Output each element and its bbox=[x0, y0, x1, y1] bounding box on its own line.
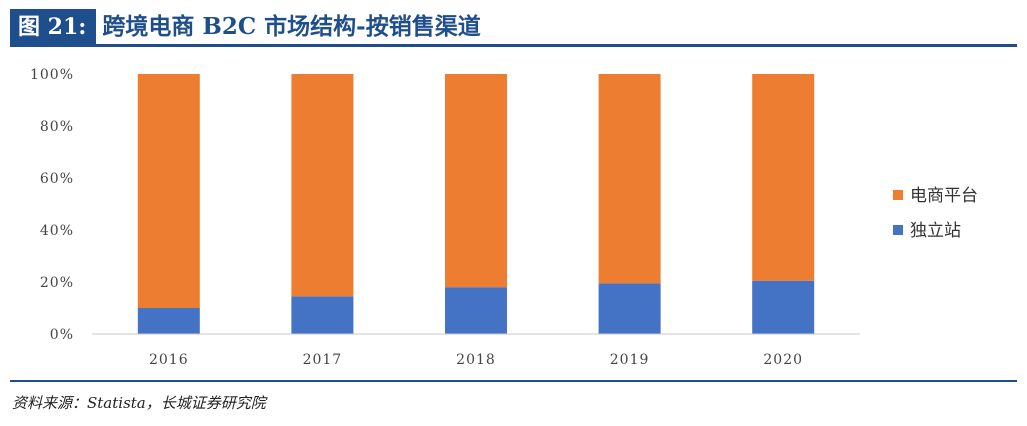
x-axis: 2016 2017 2018 2019 2020 bbox=[92, 333, 860, 368]
bar-platform-2017 bbox=[291, 74, 354, 297]
y-tick-label: 20% bbox=[40, 275, 74, 291]
legend-swatch bbox=[893, 225, 903, 235]
legend-swatch bbox=[893, 190, 903, 200]
bar-independent-2018 bbox=[445, 287, 507, 334]
figure-title-bar: 图 21: 跨境电商 B2C 市场结构-按销售渠道 bbox=[10, 9, 481, 45]
x-tick-label: 2020 bbox=[763, 352, 803, 368]
title-rule bbox=[10, 44, 1017, 47]
source-rule bbox=[10, 380, 1017, 382]
y-tick-label: 40% bbox=[40, 223, 74, 239]
figure-label: 图 21: bbox=[10, 9, 97, 45]
x-tick-label: 2017 bbox=[303, 352, 343, 368]
figure-title: 跨境电商 B2C 市场结构-按销售渠道 bbox=[102, 13, 481, 40]
bar-independent-2016 bbox=[137, 308, 200, 334]
legend-label: 独立站 bbox=[910, 221, 961, 241]
y-tick-label: 80% bbox=[40, 119, 74, 135]
stacked-bar-chart: 0%20%40%60%80%100% 2016 2017 2018 2019 2020 … bbox=[30, 67, 978, 368]
bars bbox=[137, 74, 815, 334]
y-axis: 0% 20% 40% 60% 80% 100% bbox=[30, 67, 74, 343]
y-tick-label: 100% bbox=[30, 67, 74, 83]
bar-independent-2019 bbox=[598, 283, 661, 334]
y-tick-label: 0% bbox=[50, 327, 74, 343]
bar-independent-2020 bbox=[752, 280, 815, 334]
bar-platform-2016 bbox=[137, 74, 200, 308]
x-tick-label: 2019 bbox=[610, 352, 650, 368]
bar-independent-2017 bbox=[291, 296, 354, 334]
legend-label: 电商平台 bbox=[910, 186, 978, 206]
bar-platform-2018 bbox=[445, 74, 507, 288]
source-note: 资料来源：Statista，长城证券研究院 bbox=[12, 394, 266, 412]
x-tick-label: 2018 bbox=[456, 352, 496, 368]
y-tick-label: 60% bbox=[40, 171, 74, 187]
x-tick-label: 2016 bbox=[149, 352, 189, 368]
bar-platform-2019 bbox=[598, 74, 661, 284]
bar-platform-2020 bbox=[752, 74, 815, 281]
